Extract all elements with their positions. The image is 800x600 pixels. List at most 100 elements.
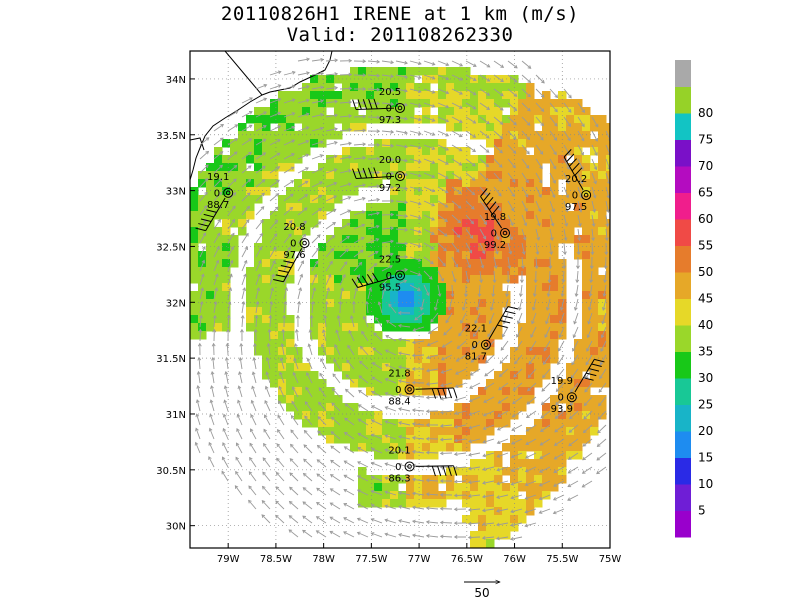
wind-vector [479,214,487,225]
field-cell [494,179,503,188]
field-cell [326,267,335,276]
wind-vector-head [447,306,452,311]
wind-vector [527,382,537,392]
field-cell [550,435,559,444]
wind-vector-head [329,530,334,535]
field-cell [550,107,559,116]
field-cell [318,179,327,188]
wind-vector-head [597,429,601,434]
field-cell [606,379,610,388]
wind-vector [199,260,205,272]
wind-vector [325,222,336,230]
field-cell [486,131,495,140]
colorbar-segment [675,192,691,220]
wind-vector-head [552,510,557,515]
field-cell [334,339,343,348]
wind-vector [222,442,229,454]
field-cell [262,251,271,260]
wind-vector-head [510,441,515,445]
wind-vector [516,326,523,338]
wind-vector-head [293,357,297,362]
wind-vector-head [554,428,559,433]
field-cell [534,499,543,508]
field-cell [542,235,551,244]
wind-vector-head [497,400,502,404]
field-cell [366,363,375,372]
lat-tick-label: 33.5N [156,131,186,142]
wind-vector-head [374,250,379,255]
wind-vector-head [523,222,528,227]
wind-vector [385,364,397,370]
wind-vector [451,200,462,209]
wind-vector-head [453,521,458,526]
field-cell [318,115,327,124]
wind-vector-head [248,485,252,490]
field-cell [518,331,527,340]
field-cell [374,139,383,148]
wind-vector-head [591,223,596,228]
field-cell [302,139,311,148]
wind-vector [241,287,246,300]
field-cell [430,411,439,420]
field-cell [350,379,359,388]
field-cell [582,139,591,148]
field-cell [398,179,407,188]
wind-vector-head [357,475,361,479]
wind-vector-head [525,441,530,446]
station-top-value: 20.2 [565,174,587,185]
wind-vector-head [370,433,375,438]
colorbar-segment [675,166,691,193]
field-cell [230,139,239,148]
wind-vector-head [330,445,335,450]
field-cell [310,411,319,420]
wind-vector [367,238,379,244]
field-cell [518,251,527,260]
wind-vector [549,186,556,198]
field-cell [270,347,279,356]
wind-vector [556,368,565,379]
field-cell [606,331,610,340]
wind-vector [437,228,448,237]
wind-vector [339,235,350,244]
wind-vector [213,315,216,328]
field-cell [590,203,599,212]
wind-vector [386,320,397,328]
wind-barb-flag [368,98,373,110]
field-cell [526,203,535,212]
wind-vector [470,368,481,376]
wind-vector [454,410,467,415]
wind-vector-head [294,343,298,347]
wind-vector [597,424,607,434]
field-cell [606,347,610,356]
wind-vector-head [245,232,249,237]
wind-vector-head [443,247,447,252]
field-cell [278,139,287,148]
wind-vector [409,158,422,163]
field-cell [470,363,479,372]
wind-vector [241,246,248,258]
field-cell [494,99,503,108]
wind-vector-head [234,124,239,128]
wind-vector-head [521,265,525,270]
wind-vector [497,452,509,458]
wind-vector-head [348,100,353,105]
field-cell [590,219,599,228]
field-cell [222,227,231,236]
field-cell [582,243,591,252]
wind-vector [283,153,295,160]
field-cell [310,131,319,140]
field-cell [566,379,575,388]
wind-vector [441,354,453,361]
wind-vector-head [555,401,559,406]
field-cell [582,283,591,292]
field-cell [598,187,607,196]
wind-barb-flag [273,279,284,283]
wind-vector [423,256,434,265]
wind-vector-head [575,279,580,284]
field-cell [326,435,335,444]
field-cell [582,251,591,260]
wind-vector [283,112,295,118]
wind-vector [591,130,598,142]
wind-vector-head [202,245,206,250]
wind-vector [381,240,394,244]
